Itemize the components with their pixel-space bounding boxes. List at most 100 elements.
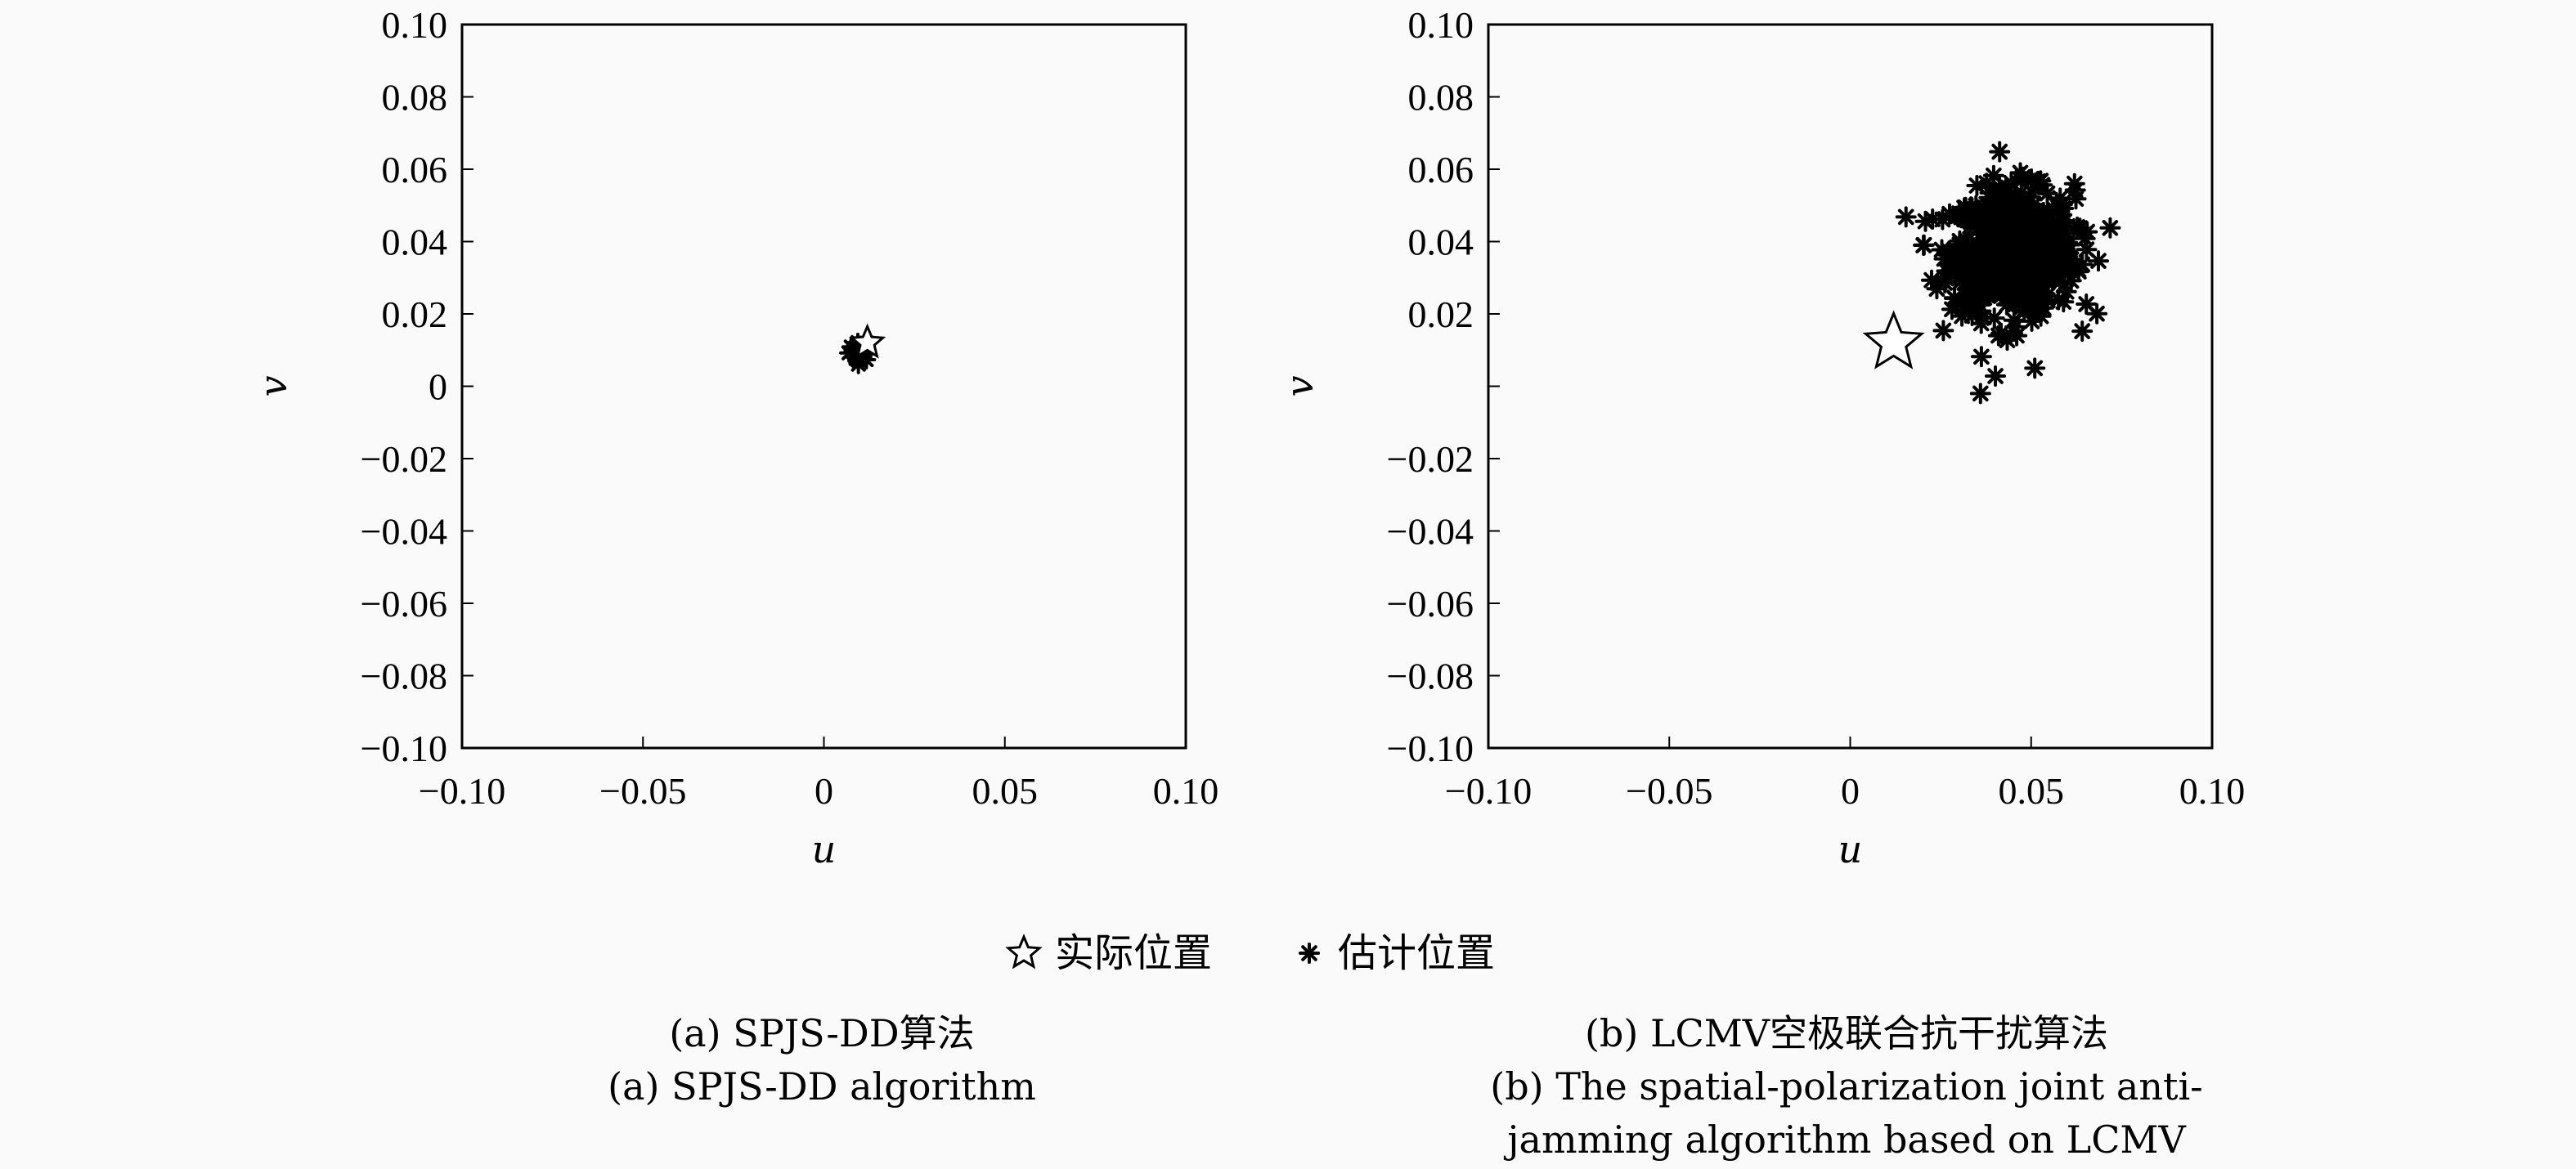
estimated-point — [1968, 217, 1989, 239]
x-tick-label: 0 — [1841, 770, 1860, 812]
caption-b-zh: (b) LCMV空极联合抗干扰算法 — [1585, 1011, 2108, 1055]
x-tick-label: 0.10 — [1153, 770, 1219, 812]
estimated-point — [2030, 226, 2052, 249]
y-tick-label: 0.02 — [382, 293, 448, 335]
x-tick-label: −0.10 — [419, 770, 505, 812]
star-icon — [1862, 310, 1925, 370]
y-tick-label: 0.06 — [1408, 149, 1474, 190]
estimated-point — [2017, 270, 2038, 292]
panel-a: −0.10 −0.05 0 0.05 0.10 0.10 0.08 0.06 0.04 0.02 0… — [251, 4, 1218, 871]
estimated-point — [1976, 172, 1998, 195]
estimated-point — [1989, 141, 2011, 163]
estimated-point — [2001, 227, 2022, 249]
x-axis-label-b: u — [1838, 827, 1863, 871]
estimated-point — [1985, 365, 2006, 387]
y-tick-label: −0.06 — [361, 583, 447, 625]
x-tick-label: 0.10 — [2179, 770, 2246, 812]
y-tick-label: 0.08 — [1408, 77, 1474, 119]
estimated-point — [2021, 168, 2042, 190]
estimated-point — [1970, 346, 1992, 368]
y-tick-label: −0.10 — [361, 728, 447, 769]
y-tick-label: −0.08 — [361, 656, 447, 697]
plot-frame-a — [460, 23, 1187, 750]
estimated-point — [2071, 320, 2094, 343]
y-tick-label: 0.06 — [382, 149, 448, 190]
estimated-point — [2015, 200, 2037, 222]
star-icon — [848, 323, 886, 359]
y-tick-label: −0.08 — [1387, 656, 1474, 697]
ticks-b: −0.10 −0.05 0 0.05 0.10 0.10 0.08 0.06 0.04 0.02 −… — [1387, 4, 2246, 812]
legend: 实际位置 估计位置 — [1005, 930, 1495, 976]
estimated-point — [1987, 325, 2009, 347]
estimated-point — [2039, 241, 2061, 263]
estimated-point — [2057, 241, 2078, 263]
asterisk-icon — [1299, 943, 1320, 964]
estimated-point — [2002, 209, 2024, 231]
y-tick-label: 0.08 — [382, 77, 448, 119]
estimated-point — [1913, 235, 1935, 256]
estimated-point — [2000, 253, 2022, 275]
legend-asterisk-icon — [1299, 943, 1320, 964]
estimated-point — [2063, 172, 2085, 195]
x-tick-label: −0.05 — [1626, 770, 1712, 812]
estimated-point — [2006, 325, 2028, 347]
estimated-point — [1995, 279, 2017, 301]
y-tick-label: 0.10 — [382, 4, 448, 46]
legend-label-actual: 实际位置 — [1055, 930, 1212, 976]
estimated-point — [1932, 320, 1954, 342]
y-tick-label: 0.04 — [1408, 222, 1474, 263]
y-tick-label: 0.02 — [1408, 293, 1474, 335]
caption-a-zh: (a) SPJS-DD算法 — [669, 1011, 974, 1055]
estimated-point — [1958, 300, 1980, 321]
x-tick-label: −0.05 — [599, 770, 686, 812]
caption-a-en: (a) SPJS-DD algorithm — [608, 1064, 1036, 1109]
x-axis-label-a: u — [812, 827, 837, 871]
estimated-point — [1926, 278, 1948, 300]
estimated-point — [1969, 383, 1991, 405]
panel-b: −0.10 −0.05 0 0.05 0.10 0.10 0.08 0.06 0.04 0.02 −… — [1277, 4, 2245, 871]
legend-star-icon — [1005, 934, 1043, 970]
estimated-point — [2031, 214, 2053, 236]
estimated-point — [1895, 206, 1917, 228]
caption-b-en-line2: jamming algorithm based on LCMV — [1503, 1117, 2186, 1162]
estimated-point — [1961, 197, 1983, 219]
estimated-point — [2049, 187, 2071, 209]
estimated-point — [841, 337, 861, 357]
x-tick-label: 0.05 — [1999, 770, 2065, 812]
y-tick-label: 0 — [429, 366, 447, 408]
estimated-point — [2020, 186, 2041, 208]
estimated-point — [1978, 282, 1999, 304]
caption-b-en-line1: (b) The spatial-polarization joint anti- — [1490, 1064, 2202, 1109]
ticks-a: −0.10 −0.05 0 0.05 0.10 0.10 0.08 0.06 0.04 0.02 0… — [361, 4, 1219, 812]
estimated-point — [1941, 249, 1963, 271]
legend-label-estimated: 估计位置 — [1338, 930, 1495, 976]
estimated-point — [2052, 210, 2074, 232]
y-tick-label: −0.02 — [361, 438, 447, 480]
plot-frame-b — [1487, 23, 2214, 750]
estimated-point — [1922, 208, 1944, 230]
y-tick-label: 0.10 — [1408, 4, 1474, 46]
x-tick-label: 0 — [815, 770, 833, 812]
actual-position-a — [848, 323, 886, 359]
y-tick-label: −0.06 — [1387, 583, 1474, 625]
y-tick-label: −0.02 — [1387, 438, 1474, 480]
x-tick-label: −0.10 — [1445, 770, 1532, 812]
y-axis-label-a: v — [251, 376, 295, 397]
estimated-point — [2076, 293, 2098, 315]
estimated-point — [2076, 239, 2098, 261]
estimated-point — [2099, 217, 2121, 239]
estimated-point — [1968, 235, 1989, 258]
star-icon — [1005, 934, 1043, 970]
estimated-point — [1999, 184, 2022, 206]
x-tick-label: 0.05 — [972, 770, 1039, 812]
estimated-point — [2009, 162, 2031, 184]
estimated-point — [2067, 261, 2089, 283]
estimated-point — [1986, 242, 2008, 264]
estimated-point — [1959, 278, 1981, 299]
estimated-points-b — [1895, 141, 2121, 405]
estimated-point — [1971, 254, 1993, 276]
y-axis-label-b: v — [1277, 376, 1322, 397]
y-tick-label: −0.04 — [361, 511, 447, 553]
estimated-point — [2013, 301, 2035, 323]
